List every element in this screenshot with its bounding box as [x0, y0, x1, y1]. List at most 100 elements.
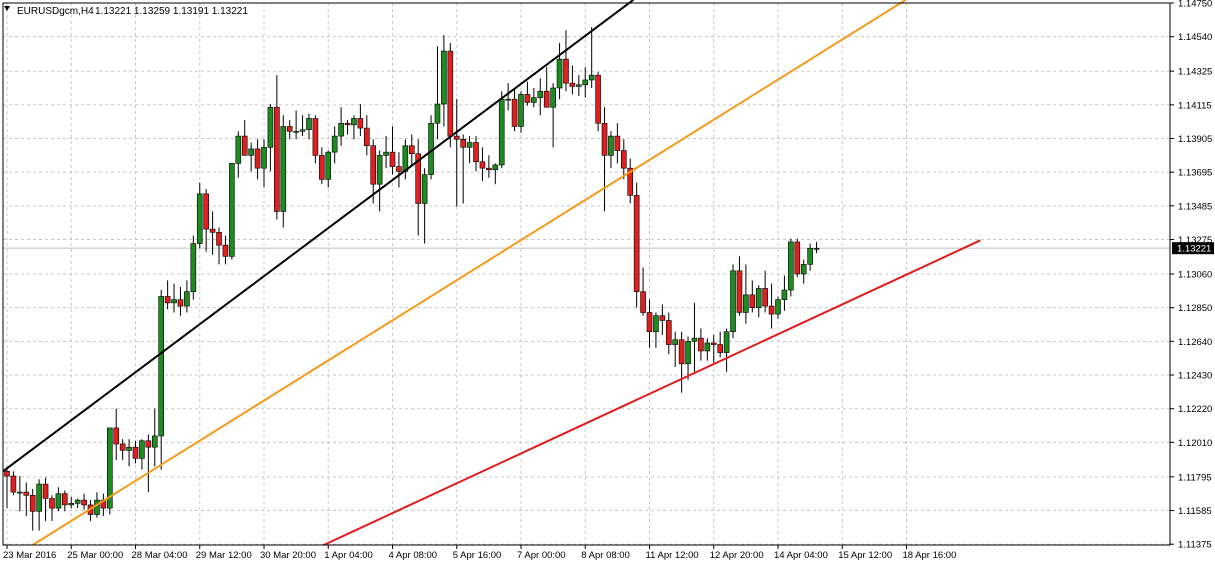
- candle: [209, 211, 216, 255]
- candle-body: [81, 499, 87, 506]
- candle: [755, 285, 762, 318]
- candle-body: [55, 493, 62, 509]
- y-tick-label: 1.12430: [1178, 371, 1212, 382]
- current-price-badge: [1172, 242, 1214, 255]
- candle-body: [524, 94, 531, 103]
- x-tick-label: 18 Apr 16:00: [903, 550, 957, 561]
- candle-body: [415, 153, 422, 204]
- candle-body: [704, 342, 711, 352]
- candle: [640, 267, 646, 316]
- candle: [479, 147, 486, 181]
- candle-body: [62, 493, 68, 506]
- x-tick-label: 7 Apr 00:00: [517, 550, 566, 561]
- candle-body: [351, 118, 357, 126]
- x-tick-label: 11 Apr 12:00: [646, 550, 699, 561]
- y-tick-label: 1.12220: [1178, 404, 1212, 415]
- candle: [473, 136, 479, 172]
- candle: [762, 270, 768, 313]
- candle-body: [196, 193, 203, 244]
- candle-body: [543, 90, 550, 108]
- candle-body: [408, 145, 415, 155]
- candle-body: [698, 337, 704, 352]
- candle-body: [518, 94, 524, 127]
- x-tick-label: 12 Apr 20:00: [710, 550, 764, 561]
- y-tick-label: 1.13695: [1178, 168, 1212, 179]
- candle: [4, 468, 10, 509]
- candle-body: [216, 232, 222, 246]
- candle: [261, 139, 267, 188]
- candle-body: [556, 58, 563, 89]
- candle: [794, 238, 801, 278]
- y-tick-label: 1.12640: [1178, 337, 1212, 348]
- candle: [620, 139, 627, 180]
- candle: [665, 312, 672, 355]
- candle: [267, 104, 274, 172]
- candle: [145, 434, 152, 493]
- candle: [68, 496, 75, 509]
- candle: [344, 120, 351, 135]
- trendline-red[interactable]: [323, 239, 981, 546]
- y-tick-label: 1.12850: [1178, 303, 1212, 314]
- candle-body: [286, 126, 293, 132]
- trendline-orange[interactable]: [32, 0, 907, 546]
- candle-body: [441, 50, 447, 105]
- candle-body: [158, 296, 164, 437]
- candle-body: [755, 288, 762, 308]
- candle-body: [29, 494, 36, 512]
- candle: [29, 488, 36, 531]
- candle-body: [402, 145, 409, 172]
- candle: [531, 87, 537, 108]
- candle: [486, 155, 492, 178]
- candle: [222, 235, 229, 265]
- candle-body: [608, 135, 614, 156]
- candle-body: [473, 142, 479, 163]
- candle: [351, 115, 357, 140]
- candle: [710, 334, 717, 364]
- candle-body: [775, 299, 781, 315]
- y-tick-label: 1.11375: [1178, 540, 1212, 551]
- time-axis[interactable]: 23 Mar 2016 25 Mar 00:00 28 Mar 04:00 29 Ma…: [3, 545, 956, 561]
- candle: [813, 241, 820, 254]
- candle: [556, 43, 563, 100]
- candle: [434, 46, 441, 140]
- trendline-black[interactable]: [2, 0, 635, 473]
- y-tick-label: 1.14325: [1178, 67, 1212, 78]
- candle: [55, 487, 62, 512]
- price-axis[interactable]: 1.14750 1.14540 1.14325 1.14115 1.13905 1.136…: [1170, 0, 1214, 551]
- candle: [633, 182, 640, 308]
- candle-body: [312, 118, 319, 156]
- candle: [396, 152, 402, 188]
- candle-body: [486, 167, 492, 171]
- candle-body: [646, 312, 653, 333]
- candle-body: [319, 155, 325, 180]
- candle: [235, 131, 242, 178]
- candle-body: [595, 74, 601, 124]
- candle: [36, 479, 42, 531]
- candle: [216, 227, 222, 265]
- x-tick-label: 4 Apr 08:00: [389, 550, 438, 561]
- trendlines[interactable]: [2, 0, 981, 546]
- candle-body: [49, 498, 55, 509]
- candle: [743, 264, 749, 324]
- x-tick-label: 15 Apr 12:00: [838, 550, 892, 561]
- candle-body: [460, 139, 466, 148]
- candle: [325, 150, 332, 188]
- candle: [113, 408, 120, 461]
- candle-body: [466, 142, 473, 148]
- candle-body: [23, 491, 30, 496]
- candle-body: [338, 122, 344, 137]
- candle-body: [736, 270, 743, 313]
- candle-body: [113, 427, 120, 445]
- candle: [749, 280, 756, 313]
- candle: [126, 439, 132, 467]
- candle-body: [588, 74, 595, 81]
- candle: [768, 283, 775, 329]
- candle-body: [768, 305, 775, 315]
- candle-body: [640, 291, 646, 313]
- candle-body: [691, 337, 698, 342]
- candle: [788, 238, 794, 297]
- candle: [441, 35, 447, 127]
- candle-body: [248, 148, 254, 156]
- candle-body: [781, 289, 788, 300]
